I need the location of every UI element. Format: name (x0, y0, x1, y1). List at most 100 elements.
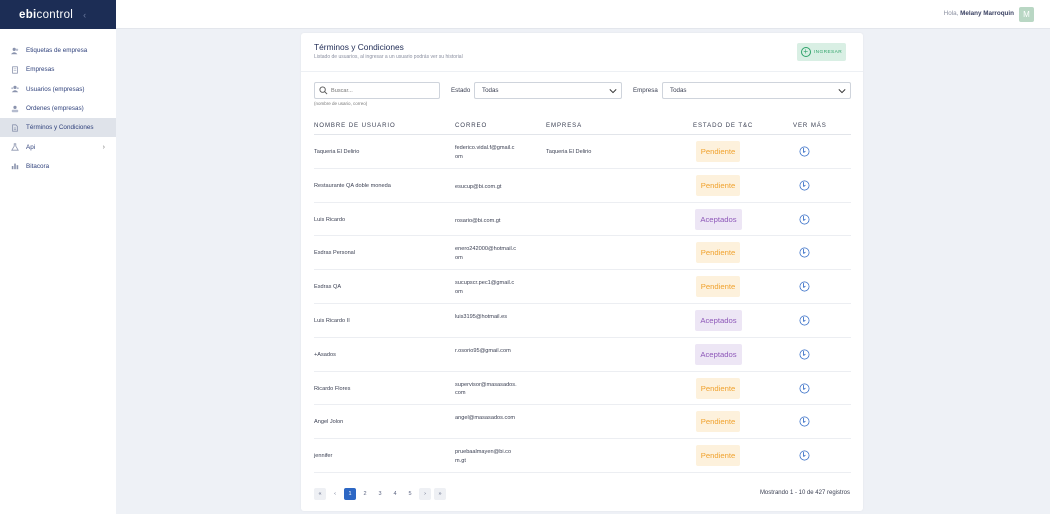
page-subtitle: Listado de usuarios, al ingresar a un us… (314, 54, 463, 60)
sidebar-item-label: Usuarios (empresas) (26, 85, 85, 93)
page-title: Términos y Condiciones (314, 42, 404, 52)
email-cell: sucupscr.pec1@gmail.com (455, 280, 515, 295)
view-more-icon[interactable] (799, 315, 810, 326)
status-badge: Aceptados (695, 309, 742, 331)
user-name-cell: Angel Jolon (314, 419, 344, 426)
top-header: Hola, Melany Marroquin M (116, 0, 1050, 29)
sidebar-item-label: Empresas (26, 66, 55, 74)
search-hint: (nombre de usario, correo) (314, 101, 368, 106)
sidebar-item-terminos[interactable]: Términos y Condiciones (0, 118, 116, 138)
page-button-3[interactable]: 3 (378, 491, 382, 497)
email-cell: supervisor@masasados.com (455, 381, 517, 397)
col-more: VER MÁS (793, 122, 827, 129)
user-name-cell: Luis Ricardo II (314, 317, 350, 324)
email-cell: pruebaalmayen@bi.com.gt (455, 449, 512, 464)
view-more-icon[interactable] (799, 349, 810, 360)
sidebar-item-label: Bitacora (26, 162, 50, 170)
chevron-down-icon (609, 89, 617, 94)
status-badge: Pendiente (696, 242, 740, 264)
estado-select[interactable]: Todas (474, 82, 622, 99)
sidebar-item-usuarios[interactable]: Usuarios (empresas) (0, 80, 116, 99)
table-row: Ricardo Flores supervisor@masasados.com Pe… (314, 372, 851, 406)
user-name-cell: Restaurante QA doble moneda (314, 182, 391, 189)
terms-table: NOMBRE DE USUARIO CORREO EMPRESA ESTADO … (314, 121, 851, 473)
view-more-icon[interactable] (799, 180, 810, 191)
chevron-right-icon: › (102, 143, 105, 151)
view-more-icon[interactable] (799, 146, 810, 157)
user-name[interactable]: Melany Marroquin (960, 10, 1014, 17)
estado-label: Estado (451, 87, 471, 94)
add-button[interactable]: + INGRESAR (797, 43, 846, 61)
user-name-cell: Taqueria El Delirio (314, 149, 360, 155)
building-icon (10, 65, 19, 74)
status-badge: Pendiente (696, 377, 740, 399)
status-badge: Pendiente (696, 174, 740, 196)
sidebar-item-api[interactable]: Api › (0, 137, 116, 156)
view-more-icon[interactable] (799, 247, 810, 258)
chart-icon (10, 162, 19, 171)
table-header: NOMBRE DE USUARIO CORREO EMPRESA ESTADO … (314, 121, 851, 135)
col-status[interactable]: ESTADO DE T&C (693, 122, 754, 129)
page-button-1[interactable]: 1 (344, 488, 356, 500)
avatar[interactable]: M (1019, 7, 1034, 22)
view-more-icon[interactable] (799, 450, 810, 461)
page-button-5[interactable]: 5 (408, 491, 412, 497)
sidebar-item-label: Api (26, 143, 36, 151)
logo[interactable]: ebicontrol (19, 8, 74, 21)
view-more-icon[interactable] (799, 416, 810, 427)
user-name-cell: Ricardo Flores (314, 385, 351, 392)
company-cell: Taqueria El Delirio (546, 149, 592, 155)
email-cell: r.osorio95@gmail.com (455, 347, 511, 354)
email-cell: enero242000@hotmail.com (455, 246, 517, 261)
table-row: Luis Ricardo rosario@bi.com.gt Aceptados (314, 203, 851, 237)
sidebar-item-empresas[interactable]: Empresas (0, 60, 116, 79)
sidebar-nav: Etiquetas de empresa Empresas Usuarios (… (0, 41, 116, 176)
user-greeting: Hola, Melany Marroquin (943, 10, 1014, 17)
next-page-button[interactable]: › (419, 488, 431, 500)
status-badge: Pendiente (696, 141, 740, 162)
last-page-button[interactable]: » (434, 488, 446, 500)
empresa-label: Empresa (633, 87, 658, 94)
sidebar-item-ordenes[interactable]: Ordenes (empresas) (0, 99, 116, 118)
col-company[interactable]: EMPRESA (546, 122, 583, 129)
sidebar: ebicontrol ‹ Etiquetas de empresa Empres… (0, 0, 116, 514)
filters-bar: (nombre de usario, correo) Estado Todas … (314, 82, 851, 106)
table-row: Esdras Personal enero242000@hotmail.com Pe… (314, 236, 851, 271)
user-name-cell: Esdras QA (314, 284, 342, 291)
network-icon (10, 104, 19, 113)
table-row: Angel Jolon angel@masasados.com Pendiente (314, 405, 851, 440)
empresa-select[interactable]: Todas (662, 82, 851, 99)
chevron-down-icon (838, 89, 846, 94)
view-more-icon[interactable] (799, 281, 810, 292)
user-group-icon (10, 85, 19, 94)
email-cell: rosario@bi.com.gt (455, 217, 501, 224)
status-badge: Pendiente (696, 445, 740, 467)
terms-card: Términos y Condiciones Listado de usuari… (301, 33, 863, 511)
table-row: Esdras QA sucupscr.pec1@gmail.com Pendient… (314, 270, 851, 304)
page-button-2[interactable]: 2 (363, 491, 367, 497)
sidebar-item-bitacora[interactable]: Bitacora (0, 157, 116, 176)
view-more-icon[interactable] (799, 214, 810, 225)
search-input[interactable] (331, 87, 431, 94)
sidebar-toggle-icon[interactable]: ‹ (83, 9, 87, 20)
sidebar-item-etiquetas[interactable]: Etiquetas de empresa (0, 41, 116, 60)
page-button-4[interactable]: 4 (393, 491, 397, 497)
status-badge: Pendiente (696, 276, 740, 298)
first-page-button[interactable]: « (314, 488, 326, 500)
records-summary: Mostrando 1 - 10 de 427 registros (759, 490, 850, 496)
search-icon (319, 86, 328, 95)
pagination: « ‹ 1 2 3 4 5 › » (314, 488, 446, 500)
status-badge: Aceptados (695, 343, 742, 365)
search-box[interactable] (314, 82, 440, 99)
sidebar-item-label: Ordenes (empresas) (26, 105, 84, 113)
col-mail[interactable]: CORREO (455, 122, 488, 129)
prev-page-button[interactable]: ‹ (334, 491, 336, 497)
view-more-icon[interactable] (799, 383, 810, 394)
col-name[interactable]: NOMBRE DE USUARIO (314, 122, 396, 129)
sidebar-item-label: Términos y Condiciones (26, 124, 94, 132)
plus-circle-icon: + (800, 47, 811, 57)
email-cell: luis3195@hotmail.es (455, 313, 508, 320)
table-body: Taqueria El Delirio federico.vidal.f@gmai… (314, 135, 851, 473)
sidebar-item-label: Etiquetas de empresa (26, 47, 88, 55)
email-cell: federico.vidal.f@gmail.com (455, 145, 515, 160)
